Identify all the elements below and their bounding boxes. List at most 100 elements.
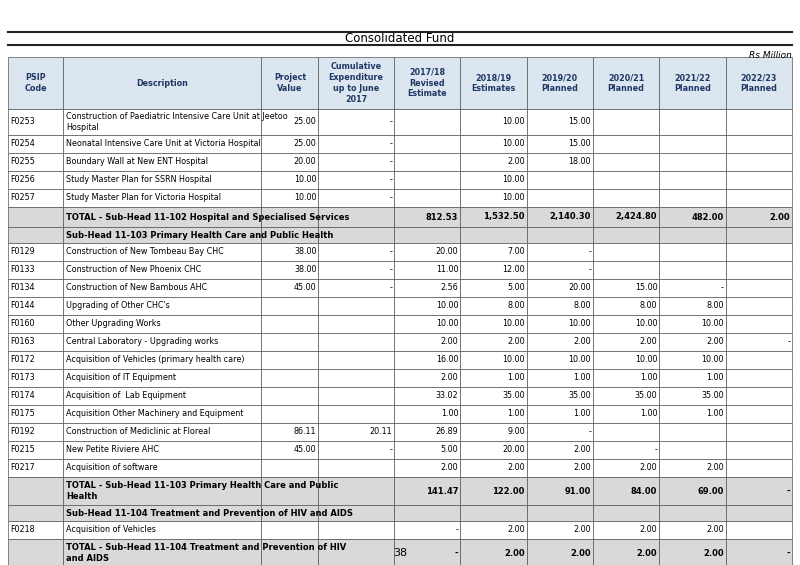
Bar xyxy=(63,441,262,459)
Bar xyxy=(593,441,659,459)
Text: 10.00: 10.00 xyxy=(635,319,658,328)
Text: Acquisition Other Machinery and Equipment: Acquisition Other Machinery and Equipmen… xyxy=(66,410,244,419)
Bar xyxy=(460,521,526,539)
Bar xyxy=(394,297,460,315)
Text: 16.00: 16.00 xyxy=(436,355,458,364)
Bar xyxy=(318,333,394,351)
Bar xyxy=(262,333,318,351)
Bar xyxy=(262,297,318,315)
Bar xyxy=(659,297,726,315)
Bar xyxy=(318,459,394,477)
Bar xyxy=(593,189,659,207)
Bar xyxy=(63,135,262,153)
Bar xyxy=(318,477,394,505)
Bar xyxy=(8,227,63,243)
Text: 2021/22
Planned: 2021/22 Planned xyxy=(674,73,711,93)
Bar xyxy=(593,243,659,261)
Bar xyxy=(8,351,63,369)
Bar xyxy=(8,297,63,315)
Bar xyxy=(659,243,726,261)
Text: 10.00: 10.00 xyxy=(569,319,591,328)
Text: 2.00: 2.00 xyxy=(640,525,658,534)
Bar xyxy=(526,189,593,207)
Bar xyxy=(726,57,792,109)
Text: 20.00: 20.00 xyxy=(568,284,591,293)
Text: 2.00: 2.00 xyxy=(574,525,591,534)
Bar xyxy=(8,521,63,539)
Bar xyxy=(659,57,726,109)
Text: 18.00: 18.00 xyxy=(569,158,591,167)
Text: 20.00: 20.00 xyxy=(294,158,317,167)
Bar xyxy=(394,405,460,423)
Text: F0257: F0257 xyxy=(10,193,35,202)
Bar xyxy=(318,243,394,261)
Bar xyxy=(593,369,659,387)
Text: PSIP
Code: PSIP Code xyxy=(24,73,47,93)
Text: 38: 38 xyxy=(393,548,407,558)
Text: F0174: F0174 xyxy=(10,392,34,401)
Bar xyxy=(63,351,262,369)
Bar xyxy=(659,369,726,387)
Text: F0215: F0215 xyxy=(10,445,34,454)
Text: 20.11: 20.11 xyxy=(370,428,392,437)
Text: 2.00: 2.00 xyxy=(441,337,458,346)
Bar xyxy=(593,333,659,351)
Text: 1.00: 1.00 xyxy=(507,410,525,419)
Bar xyxy=(262,243,318,261)
Bar xyxy=(460,333,526,351)
Text: 15.00: 15.00 xyxy=(568,140,591,149)
Bar xyxy=(318,207,394,227)
Text: 20.00: 20.00 xyxy=(502,445,525,454)
Text: F0175: F0175 xyxy=(10,410,34,419)
Bar xyxy=(726,109,792,135)
Bar xyxy=(63,153,262,171)
Bar xyxy=(593,477,659,505)
Text: 2.00: 2.00 xyxy=(706,337,724,346)
Bar xyxy=(318,351,394,369)
Bar xyxy=(63,387,262,405)
Text: 2.00: 2.00 xyxy=(507,525,525,534)
Bar xyxy=(460,369,526,387)
Bar xyxy=(63,279,262,297)
Bar xyxy=(8,57,63,109)
Bar xyxy=(659,539,726,565)
Bar xyxy=(659,207,726,227)
Bar xyxy=(526,171,593,189)
Text: -: - xyxy=(786,486,790,496)
Text: 2.00: 2.00 xyxy=(637,549,658,558)
Text: -: - xyxy=(389,158,392,167)
Bar xyxy=(659,351,726,369)
Bar xyxy=(460,441,526,459)
Bar xyxy=(318,315,394,333)
Text: 2022/23
Planned: 2022/23 Planned xyxy=(740,73,778,93)
Text: F0217: F0217 xyxy=(10,463,34,472)
Text: 9.00: 9.00 xyxy=(507,428,525,437)
Text: F0218: F0218 xyxy=(10,525,34,534)
Text: -: - xyxy=(588,428,591,437)
Bar xyxy=(394,459,460,477)
Bar xyxy=(526,405,593,423)
Text: Acquisition of software: Acquisition of software xyxy=(66,463,158,472)
Text: 69.00: 69.00 xyxy=(698,486,724,496)
Bar xyxy=(318,57,394,109)
Bar xyxy=(726,423,792,441)
Text: 10.00: 10.00 xyxy=(502,319,525,328)
Bar xyxy=(526,297,593,315)
Text: Construction of Paediatric Intensive Care Unit at Jeetoo
Hospital: Construction of Paediatric Intensive Car… xyxy=(66,112,288,132)
Bar xyxy=(460,109,526,135)
Text: F0134: F0134 xyxy=(10,284,34,293)
Text: 38.00: 38.00 xyxy=(294,247,317,257)
Text: 5.00: 5.00 xyxy=(507,284,525,293)
Bar xyxy=(726,351,792,369)
Text: Study Master Plan for Victoria Hospital: Study Master Plan for Victoria Hospital xyxy=(66,193,222,202)
Text: Rs Million: Rs Million xyxy=(749,50,792,59)
Bar xyxy=(8,387,63,405)
Bar xyxy=(8,171,63,189)
Bar xyxy=(526,279,593,297)
Text: 33.02: 33.02 xyxy=(436,392,458,401)
Bar xyxy=(8,459,63,477)
Bar xyxy=(526,351,593,369)
Bar xyxy=(526,135,593,153)
Bar xyxy=(460,243,526,261)
Bar xyxy=(318,505,394,521)
